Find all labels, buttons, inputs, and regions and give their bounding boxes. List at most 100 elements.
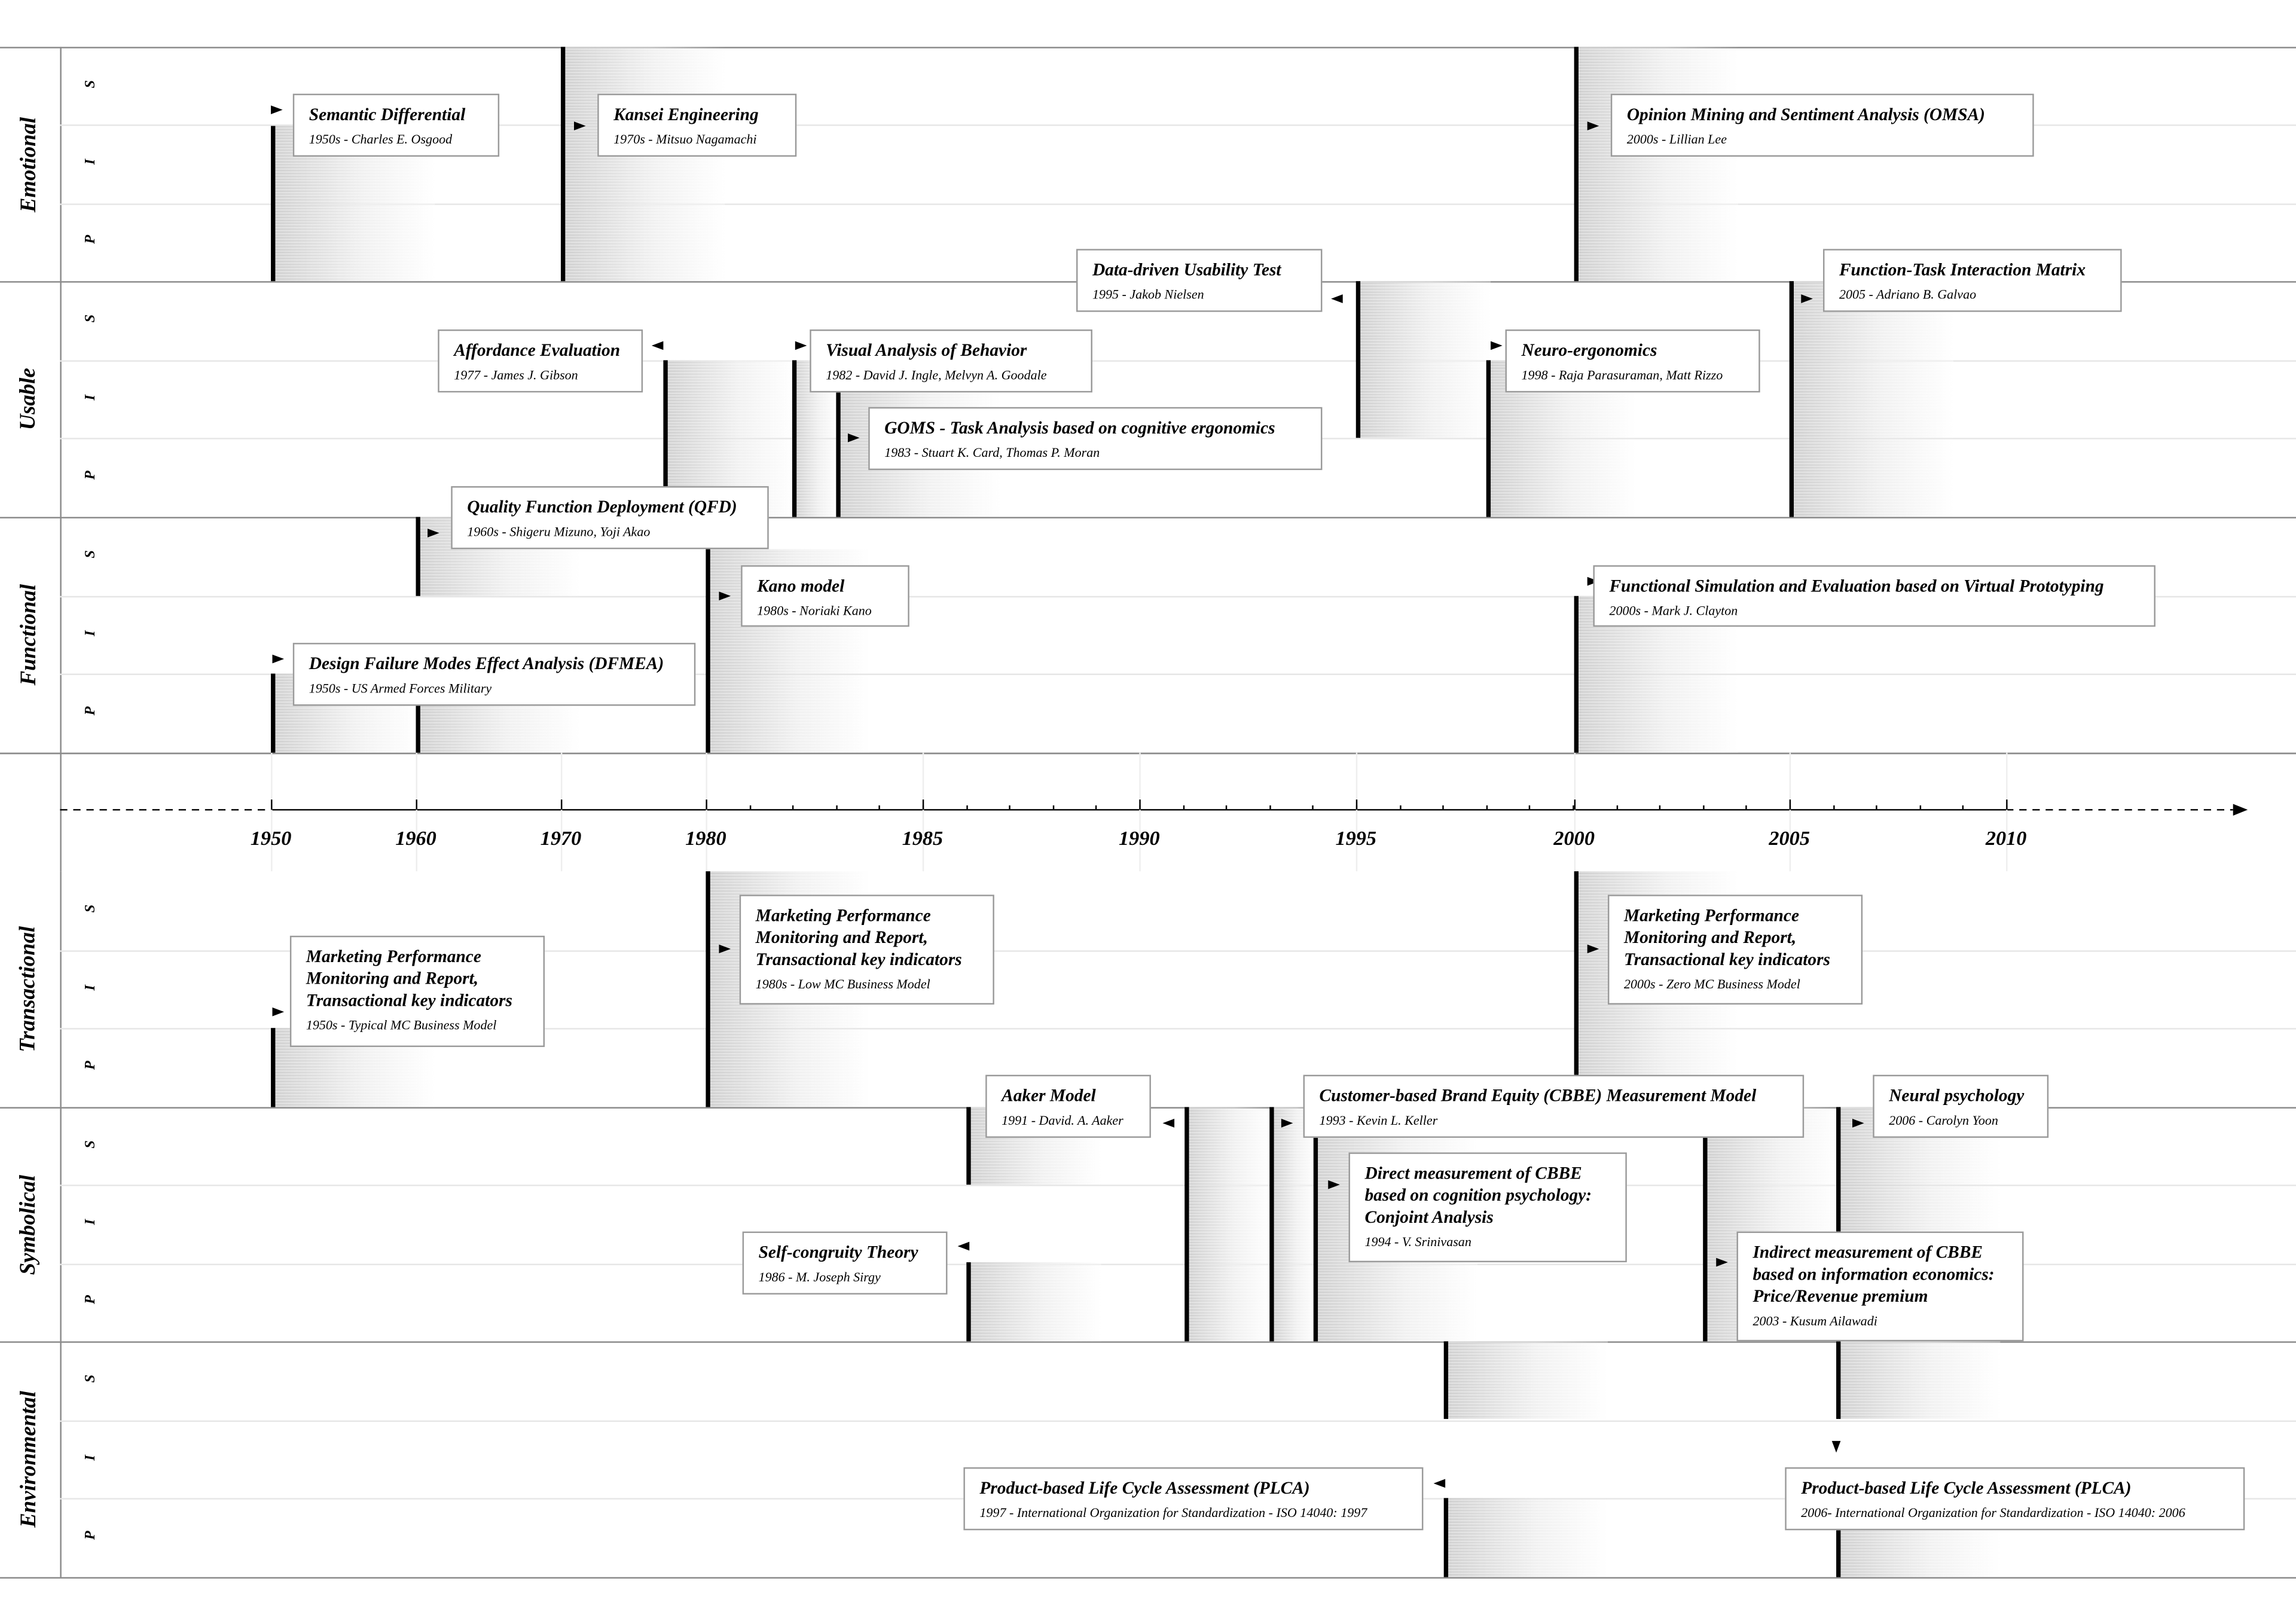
event-marker-bar bbox=[1836, 1107, 1841, 1232]
event-card[interactable]: Aaker Model 1991 - David. A. Aaker bbox=[985, 1074, 1151, 1138]
timeline-shade bbox=[1358, 281, 1491, 438]
year-gridline bbox=[706, 752, 707, 872]
year-gridline bbox=[416, 752, 417, 872]
event-card[interactable]: Direct measurement of CBBE based on cogni… bbox=[1348, 1152, 1627, 1263]
year-label: 2010 bbox=[1985, 829, 2027, 851]
level-divider bbox=[60, 1263, 2296, 1265]
event-card[interactable]: Self-congruity Theory 1986 - M. Joseph Si… bbox=[742, 1231, 948, 1295]
event-subtitle: 1950s - Typical MC Business Model bbox=[306, 1018, 497, 1033]
event-marker-bar bbox=[271, 126, 276, 282]
event-card[interactable]: Quality Function Deployment (QFD) 1960s -… bbox=[451, 486, 769, 550]
major-tick bbox=[2006, 799, 2008, 810]
event-marker-bar bbox=[1703, 1107, 1708, 1342]
event-title: Functional Simulation and Evaluation bas… bbox=[1609, 575, 2104, 596]
minor-tick bbox=[1225, 805, 1228, 810]
event-card[interactable]: Indirect measurement of CBBE based on inf… bbox=[1736, 1231, 2024, 1342]
event-marker-bar bbox=[1269, 1107, 1274, 1342]
level-label-p: P bbox=[83, 471, 99, 480]
event-subtitle: 2005 - Adriano B. Galvao bbox=[1839, 287, 1977, 302]
event-title: Monitoring and Report, bbox=[306, 967, 479, 989]
timeline-shade bbox=[969, 1262, 1101, 1342]
level-label-s: S bbox=[83, 904, 99, 913]
event-subtitle: 2003 - Kusum Ailawadi bbox=[1752, 1313, 1877, 1329]
minor-tick bbox=[966, 805, 968, 810]
event-card[interactable]: Visual Analysis of Behavior 1982 - David … bbox=[810, 329, 1092, 393]
dimension-label-text: Usable bbox=[17, 368, 41, 431]
arrow-right-icon bbox=[795, 341, 807, 350]
event-marker-bar bbox=[271, 1028, 276, 1107]
event-marker-bar bbox=[1355, 281, 1361, 438]
event-marker-bar bbox=[706, 549, 710, 753]
event-card[interactable]: Marketing Performance Monitoring and Repo… bbox=[289, 935, 545, 1048]
event-title: Opinion Mining and Sentiment Analysis (O… bbox=[1626, 103, 1985, 125]
year-gridline bbox=[1139, 752, 1141, 872]
event-title: Kansei Engineering bbox=[613, 103, 759, 125]
event-card[interactable]: GOMS - Task Analysis based on cognitive … bbox=[868, 407, 1323, 471]
event-card[interactable]: Neural psychology 2006 - Carolyn Yoon bbox=[1873, 1074, 2049, 1138]
dimension-label-symbolical: Symbolical bbox=[0, 1107, 60, 1341]
event-title: Neuro-ergonomics bbox=[1521, 340, 1657, 361]
arrow-right-icon bbox=[847, 433, 860, 442]
row-divider bbox=[0, 517, 2296, 518]
event-card[interactable]: Marketing Performance Monitoring and Repo… bbox=[739, 895, 994, 1005]
event-subtitle: 1991 - David. A. Aaker bbox=[1002, 1113, 1123, 1128]
dimension-label-text: Environmental bbox=[17, 1391, 41, 1528]
event-card[interactable]: Kansei Engineering 1970s - Mitsuo Nagamac… bbox=[597, 93, 797, 157]
level-label-i: I bbox=[83, 985, 99, 991]
minor-tick bbox=[1269, 805, 1271, 810]
timeline-shade bbox=[1577, 47, 1738, 282]
dimension-label-text: Emotional bbox=[17, 116, 41, 212]
arrow-right-icon bbox=[719, 944, 731, 954]
event-marker-bar bbox=[1443, 1341, 1449, 1420]
event-title: Customer-based Brand Equity (CBBE) Measu… bbox=[1319, 1085, 1757, 1106]
axis-arrowhead bbox=[2233, 804, 2248, 816]
event-card[interactable]: Opinion Mining and Sentiment Analysis (O… bbox=[1610, 93, 2034, 157]
divider bbox=[0, 47, 2296, 48]
event-marker-bar bbox=[1486, 360, 1491, 517]
year-label: 1995 bbox=[1335, 829, 1377, 851]
event-title: Price/Revenue premium bbox=[1752, 1286, 1928, 1306]
timeline-shade bbox=[1446, 1341, 1608, 1420]
event-card[interactable]: Affordance Evaluation 1977 - James J. Gib… bbox=[438, 329, 643, 393]
event-subtitle: 2000s - Lillian Lee bbox=[1626, 132, 1727, 146]
label-separator bbox=[60, 752, 62, 872]
event-card[interactable]: Design Failure Modes Effect Analysis (DF… bbox=[292, 643, 696, 706]
event-card[interactable]: Neuro-ergonomics 1998 - Raja Parasuraman,… bbox=[1505, 329, 1760, 393]
minor-tick bbox=[1745, 805, 1747, 810]
event-card[interactable]: Product-based Life Cycle Assessment (PLC… bbox=[963, 1467, 1424, 1531]
event-card[interactable]: Kano model 1980s - Noriaki Kano bbox=[741, 565, 909, 627]
event-card[interactable]: Data-driven Usability Test 1995 - Jakob N… bbox=[1076, 249, 1323, 312]
major-tick bbox=[416, 799, 417, 810]
event-card[interactable]: Customer-based Brand Equity (CBBE) Measu… bbox=[1303, 1074, 1805, 1138]
event-marker-bar bbox=[1184, 1107, 1189, 1342]
event-subtitle: 1950s - Charles E. Osgood bbox=[309, 132, 453, 146]
level-divider bbox=[60, 673, 2296, 675]
event-marker-bar bbox=[1574, 47, 1579, 282]
year-label: 1980 bbox=[685, 829, 726, 851]
event-card[interactable]: Semantic Differential 1950s - Charles E. … bbox=[292, 93, 500, 157]
level-label-s: S bbox=[83, 80, 99, 88]
level-label-p: P bbox=[83, 234, 99, 244]
event-title: based on cognition psychology: bbox=[1364, 1185, 1592, 1205]
event-card[interactable]: Marketing Performance Monitoring and Repo… bbox=[1608, 895, 1863, 1005]
timeline-shade bbox=[1272, 1107, 1317, 1342]
event-title: Affordance Evaluation bbox=[454, 340, 621, 361]
event-card[interactable]: Functional Simulation and Evaluation bas… bbox=[1593, 565, 2155, 627]
event-card[interactable]: Function-Task Interaction Matrix 2005 - A… bbox=[1823, 249, 2122, 312]
arrow-right-icon bbox=[272, 654, 285, 664]
arrow-right-icon bbox=[1716, 1257, 1728, 1267]
arrow-down-icon bbox=[1831, 1440, 1841, 1453]
event-marker-bar bbox=[1443, 1498, 1449, 1577]
arrow-right-icon bbox=[272, 1007, 285, 1016]
event-title: Kano model bbox=[757, 575, 845, 596]
event-marker-bar bbox=[416, 517, 420, 596]
year-label: 1970 bbox=[540, 829, 582, 851]
event-marker-bar bbox=[792, 360, 797, 517]
event-title: Indirect measurement of CBBE bbox=[1752, 1241, 1983, 1263]
minor-tick bbox=[792, 805, 794, 810]
minor-tick bbox=[1919, 805, 1922, 810]
event-card[interactable]: Product-based Life Cycle Assessment (PLC… bbox=[1785, 1467, 2245, 1531]
minor-tick bbox=[1703, 805, 1705, 810]
event-subtitle: 1994 - V. Srinivasan bbox=[1364, 1234, 1471, 1249]
arrow-right-icon bbox=[1281, 1119, 1293, 1128]
